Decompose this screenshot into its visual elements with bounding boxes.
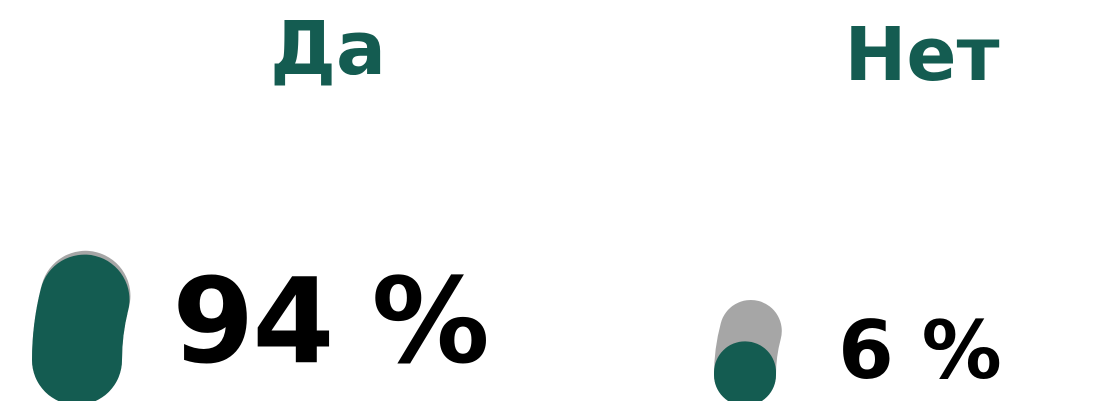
gauge-fill-yes (32, 254, 130, 401)
gauge-value-yes: 94 % (172, 252, 490, 390)
gauge-title-no: Нет (844, 12, 1000, 98)
gauge-title-yes: Да (270, 6, 386, 92)
gauge-value-no: 6 % (838, 304, 1002, 397)
